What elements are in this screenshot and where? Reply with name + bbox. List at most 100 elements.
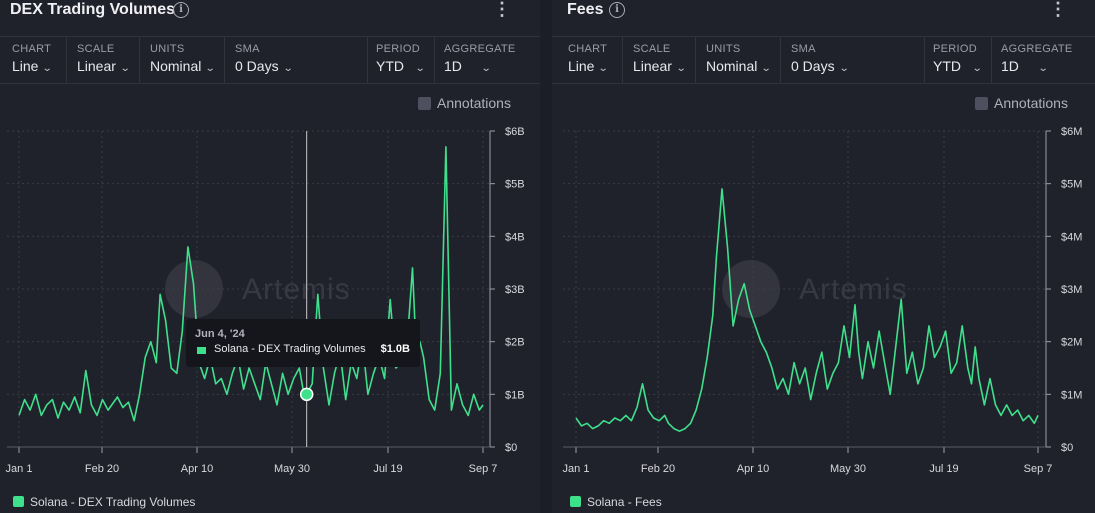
y-tick-label: $5B	[505, 179, 525, 191]
chart-legend[interactable]: Solana - DEX Trading Volumes	[13, 495, 195, 509]
y-tick-label: $0	[505, 442, 517, 454]
sma-value: 0 Days ⌄	[791, 58, 850, 74]
x-tick-label: Sep 7	[469, 463, 498, 475]
y-tick-label: $2B	[505, 337, 525, 349]
aggregate-value: 1D ⌄	[1001, 58, 1049, 74]
scale-value: Linear ⌄	[633, 58, 687, 74]
chevron-down-icon: ⌄	[480, 63, 492, 74]
chevron-down-icon: ⌄	[1037, 63, 1049, 74]
chevron-down-icon: ⌄	[971, 63, 983, 74]
sma-select[interactable]: SMA 0 Days ⌄	[783, 37, 858, 83]
watermark-text: Artemis	[242, 273, 351, 306]
period-value: YTD ⌄	[376, 58, 426, 74]
chevron-down-icon: ⌄	[675, 63, 687, 74]
y-tick-label: $1B	[505, 389, 525, 401]
aggregate-value: 1D ⌄	[444, 58, 492, 74]
x-tick-label: Jan 1	[6, 463, 33, 475]
y-tick-label: $0	[1061, 442, 1073, 454]
chart-type-value: Line ⌄	[12, 58, 54, 74]
sma-value: 0 Days ⌄	[235, 58, 294, 74]
y-tick-label: $3M	[1061, 284, 1082, 296]
chevron-down-icon: ⌄	[414, 63, 426, 74]
units-label: UNITS	[706, 43, 741, 55]
period-select[interactable]: PERIOD YTD ⌄	[924, 37, 992, 83]
chevron-down-icon: ⌄	[761, 63, 773, 74]
scale-value: Linear ⌄	[77, 58, 131, 74]
chevron-down-icon: ⌄	[282, 63, 294, 74]
tooltip-date: Jun 4, '24	[195, 328, 245, 340]
series-line	[18, 146, 484, 422]
chart-controls: CHART Line ⌄ SCALE Linear ⌄ UNITS Nominal ⌄…	[552, 36, 1095, 84]
y-tick-label: $1M	[1061, 389, 1082, 401]
y-tick-label: $5M	[1061, 179, 1082, 191]
aggregate-select[interactable]: AGGREGATE 1D ⌄	[993, 37, 1083, 83]
chevron-down-icon: ⌄	[838, 63, 850, 74]
period-label: PERIOD	[376, 43, 420, 55]
panel-title: DEX Trading Volumes	[10, 1, 176, 18]
annotations-toggle[interactable]: Annotations	[975, 95, 1068, 111]
chart-type-value: Line ⌄	[568, 58, 610, 74]
chart-type-select[interactable]: CHART Line ⌄	[4, 37, 67, 83]
scale-select[interactable]: SCALE Linear ⌄	[69, 37, 140, 83]
tooltip-value: $1.0B	[380, 343, 410, 355]
y-tick-label: $4M	[1061, 231, 1082, 243]
scale-label: SCALE	[633, 43, 671, 55]
chart-legend[interactable]: Solana - Fees	[570, 495, 662, 509]
period-label: PERIOD	[933, 43, 977, 55]
sma-label: SMA	[235, 43, 260, 55]
y-tick-label: $2M	[1061, 337, 1082, 349]
y-tick-label: $6M	[1061, 126, 1082, 138]
fees-chart[interactable]: $0 $1M $2M $3M $4M $5M $6M Jan 1 Feb 20 Apr 10 May…	[552, 0, 1095, 513]
x-tick-label: Jul 19	[373, 463, 402, 475]
info-icon[interactable]: i	[609, 2, 625, 18]
aggregate-label: AGGREGATE	[444, 43, 516, 55]
chevron-down-icon: ⌄	[119, 63, 131, 74]
scale-select[interactable]: SCALE Linear ⌄	[625, 37, 696, 83]
checkbox-icon	[975, 97, 988, 110]
y-tick-label: $4B	[505, 231, 525, 243]
annotations-toggle[interactable]: Annotations	[418, 95, 511, 111]
period-value: YTD ⌄	[933, 58, 983, 74]
legend-swatch	[13, 496, 24, 507]
checkbox-icon	[418, 97, 431, 110]
fees-panel: Fees i ⋮ CHART Line ⌄ SCALE Linear ⌄ UNITS…	[552, 0, 1095, 513]
chart-type-label: CHART	[568, 43, 608, 55]
x-tick-label: Feb 20	[85, 463, 119, 475]
chevron-down-icon: ⌄	[205, 63, 217, 74]
chevron-down-icon: ⌄	[598, 63, 610, 74]
tooltip-series: Solana - DEX Trading Volumes	[214, 343, 366, 355]
units-label: UNITS	[150, 43, 185, 55]
sma-select[interactable]: SMA 0 Days ⌄	[227, 37, 302, 83]
info-icon[interactable]: i	[173, 2, 189, 18]
chart-tooltip: Jun 4, '24 Solana - DEX Trading Volumes …	[186, 319, 420, 367]
scale-label: SCALE	[77, 43, 115, 55]
dex-volume-chart[interactable]: $0 $1B $2B $3B $4B $5B $6B Jan 1 Feb 20 Apr 10 May…	[0, 0, 540, 513]
legend-swatch	[570, 496, 581, 507]
sma-label: SMA	[791, 43, 816, 55]
panel-title: Fees	[567, 1, 604, 18]
x-tick-label: Jan 1	[563, 463, 590, 475]
y-tick-label: $6B	[505, 126, 525, 138]
x-tick-label: Feb 20	[641, 463, 675, 475]
chart-type-label: CHART	[12, 43, 52, 55]
x-tick-label: Sep 7	[1024, 463, 1053, 475]
aggregate-label: AGGREGATE	[1001, 43, 1073, 55]
units-value: Nominal ⌄	[706, 58, 773, 74]
units-select[interactable]: UNITS Nominal ⌄	[698, 37, 781, 83]
x-tick-label: May 30	[830, 463, 866, 475]
chart-controls: CHART Line ⌄ SCALE Linear ⌄ UNITS Nominal ⌄…	[0, 36, 540, 84]
series-line	[575, 188, 1039, 433]
x-tick-label: May 30	[274, 463, 310, 475]
units-select[interactable]: UNITS Nominal ⌄	[142, 37, 225, 83]
hover-point	[299, 387, 314, 402]
x-tick-label: Apr 10	[737, 463, 769, 475]
period-select[interactable]: PERIOD YTD ⌄	[367, 37, 435, 83]
y-tick-label: $3B	[505, 284, 525, 296]
chart-type-select[interactable]: CHART Line ⌄	[560, 37, 623, 83]
tooltip-swatch	[197, 347, 206, 354]
x-tick-label: Apr 10	[181, 463, 213, 475]
chevron-down-icon: ⌄	[42, 63, 54, 74]
dex-volume-panel: DEX Trading Volumes i ⋮ CHART Line ⌄ SCAL…	[0, 0, 540, 513]
aggregate-select[interactable]: AGGREGATE 1D ⌄	[436, 37, 526, 83]
x-tick-label: Jul 19	[929, 463, 958, 475]
